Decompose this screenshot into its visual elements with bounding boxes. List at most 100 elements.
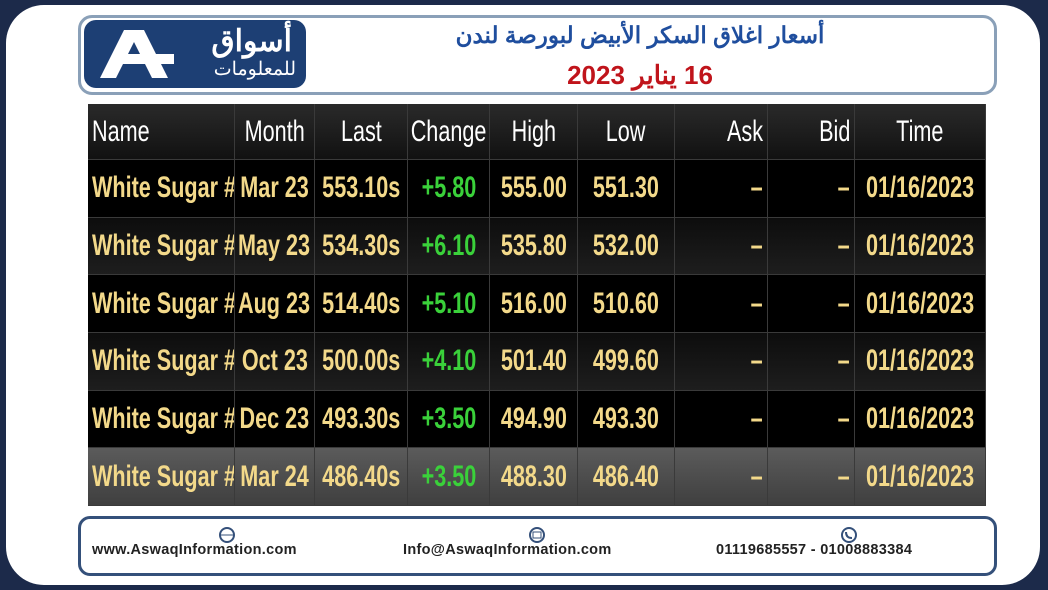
cell-text: Mar 23: [240, 171, 309, 205]
data-row-cell: 486.40: [578, 448, 675, 506]
data-row-cell: 551.30: [578, 160, 675, 218]
data-row-cell: 514.40s: [315, 275, 408, 333]
data-row-cell: 532.00: [578, 217, 675, 276]
cell-text: +3.50: [421, 401, 476, 435]
data-row-cell: 510.60: [578, 275, 675, 333]
data-row: White Sugar #5 Dec 23 493.30s +3.50 494.90 49…: [88, 390, 986, 449]
cell-text: +6.10: [421, 228, 476, 262]
column-header: High: [511, 114, 556, 148]
data-row-cell: +5.10: [408, 275, 490, 333]
data-row-cell: 01/16/2023: [855, 275, 986, 333]
data-row-cell: White Sugar #5: [88, 160, 235, 218]
column-header: Last: [340, 114, 382, 148]
column-header: Bid: [818, 114, 850, 148]
cell-text: 510.60: [592, 286, 660, 320]
cell-text: –: [750, 286, 763, 320]
data-row-cell: 01/16/2023: [855, 448, 986, 506]
data-row-cell: Mar 24: [235, 448, 315, 506]
data-row-cell: –: [675, 217, 768, 276]
logo-name: أسواق: [211, 25, 292, 58]
cell-text: –: [750, 401, 763, 435]
cell-text: –: [837, 286, 850, 320]
date: 16 يناير 2023: [567, 60, 713, 90]
cell-text: White Sugar #5: [92, 228, 235, 262]
cell-text: 01/16/2023: [865, 459, 975, 493]
web-icon: [219, 527, 235, 543]
column-header: Month: [244, 114, 305, 148]
data-row-cell: 01/16/2023: [855, 217, 986, 276]
data-row-cell: 01/16/2023: [855, 333, 986, 391]
data-row-cell: Dec 23: [235, 390, 315, 449]
cell-text: White Sugar #5: [92, 344, 235, 378]
cell-text: 488.30: [500, 459, 567, 493]
data-row-cell: Mar 23: [235, 160, 315, 218]
data-row-cell: 500.00s: [315, 333, 408, 391]
column-header: Ask: [726, 114, 763, 148]
cell-text: –: [837, 171, 850, 205]
data-row-cell: +3.50: [408, 448, 490, 506]
cell-text: 553.10s: [321, 171, 401, 205]
data-row-cell: 516.00: [490, 275, 578, 333]
header-row-cell: Bid: [768, 104, 855, 160]
column-header: Time: [896, 114, 944, 148]
data-row-cell: –: [768, 275, 855, 333]
data-row-cell: 553.10s: [315, 160, 408, 218]
data-row: White Sugar #5 May 23 534.30s +6.10 535.80 53…: [88, 217, 986, 276]
cell-text: Dec 23: [239, 401, 310, 435]
column-header: Change: [410, 114, 487, 148]
data-row-cell: 488.30: [490, 448, 578, 506]
title: أسعار اغلاق السكر الأبيض لبورصة لندن: [455, 22, 825, 48]
cell-text: 01/16/2023: [865, 401, 975, 435]
column-header: Name: [92, 114, 150, 148]
data-row-cell: White Sugar #5: [88, 217, 235, 276]
cell-text: +3.50: [421, 459, 476, 493]
data-row-cell: 01/16/2023: [855, 390, 986, 449]
cell-text: May 23: [238, 228, 311, 262]
phone-icon: [841, 527, 857, 543]
cell-text: Oct 23: [241, 344, 308, 378]
data-row-cell: –: [768, 333, 855, 391]
data-row-cell: 534.30s: [315, 217, 408, 276]
cell-text: 532.00: [592, 228, 660, 262]
data-row-cell: –: [675, 275, 768, 333]
data-row-cell: 493.30s: [315, 390, 408, 449]
data-row-cell: Aug 23: [235, 275, 315, 333]
header-row-cell: Time: [855, 104, 986, 160]
footer-box: [78, 516, 997, 576]
data-row: White Sugar #5 Oct 23 500.00s +4.10 501.40 49…: [88, 333, 986, 391]
data-row-cell: 494.90: [490, 390, 578, 449]
header-row-cell: Last: [315, 104, 408, 160]
header-row-cell: High: [490, 104, 578, 160]
data-row-cell: White Sugar #5: [88, 275, 235, 333]
cell-text: 494.90: [500, 401, 567, 435]
cell-text: 499.60: [592, 344, 660, 378]
data-row-cell: White Sugar #5: [88, 390, 235, 449]
data-row-cell: –: [675, 333, 768, 391]
data-row-cell: 535.80: [490, 217, 578, 276]
data-row-cell: 555.00: [490, 160, 578, 218]
cell-text: 01/16/2023: [865, 171, 975, 205]
website: www.AswaqInformation.com: [92, 542, 297, 558]
cell-text: 493.30s: [321, 401, 401, 435]
data-row-cell: –: [768, 390, 855, 449]
cell-text: 555.00: [500, 171, 567, 205]
header-row-cell: Name: [88, 104, 235, 160]
cell-text: 01/16/2023: [865, 344, 975, 378]
cell-text: –: [837, 401, 850, 435]
data-row-cell: –: [768, 448, 855, 506]
header-row: Name Month Last Change High Low Ask Bid Time: [88, 104, 986, 160]
cell-text: 551.30: [592, 171, 660, 205]
data-row-cell: –: [768, 217, 855, 276]
cell-text: 501.40: [500, 344, 567, 378]
data-row: White Sugar #5 Mar 24 486.40s +3.50 488.30 48…: [88, 448, 986, 506]
cell-text: 493.30: [592, 401, 660, 435]
data-row-cell: 501.40: [490, 333, 578, 391]
cell-text: –: [837, 344, 850, 378]
cell-text: Mar 24: [240, 459, 309, 493]
column-header: Low: [606, 114, 646, 148]
cell-text: 486.40s: [321, 459, 401, 493]
cell-text: 01/16/2023: [865, 286, 975, 320]
data-row-cell: +4.10: [408, 333, 490, 391]
data-row-cell: White Sugar #5: [88, 448, 235, 506]
data-row-cell: +6.10: [408, 217, 490, 276]
